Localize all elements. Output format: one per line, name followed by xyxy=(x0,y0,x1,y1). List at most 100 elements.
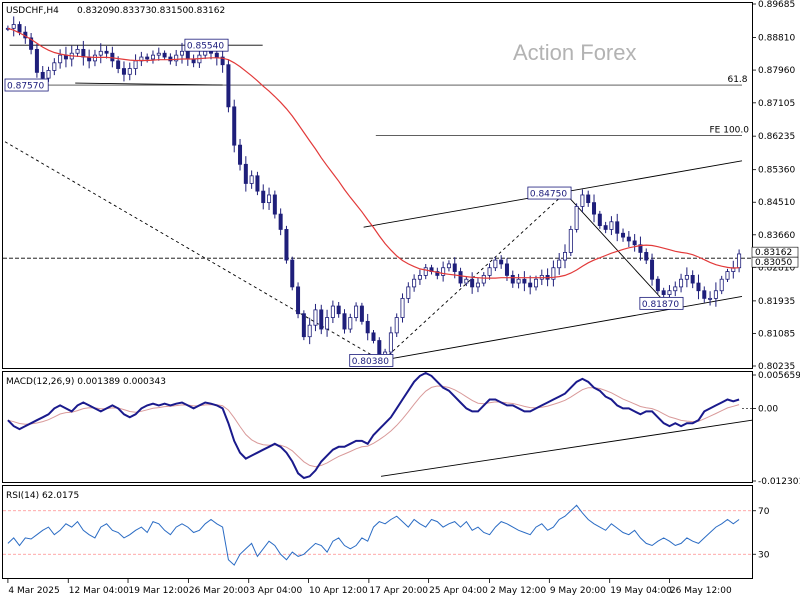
candle-body xyxy=(684,275,689,280)
candle-body xyxy=(481,275,486,284)
time-axis-label: 3 Apr 04:00 xyxy=(249,586,302,596)
axes: 0.89685 0.88810 0.87960 0.87105 0.86235 0.853… xyxy=(7,0,800,596)
candle-body xyxy=(133,60,138,69)
candle-body xyxy=(458,271,463,284)
candle-body xyxy=(104,50,109,54)
macd-trendline xyxy=(380,419,753,477)
candle-body xyxy=(29,37,34,50)
level-label: 0.80380 xyxy=(352,357,389,367)
time-axis-label: 19 Mar 12:00 xyxy=(129,586,189,596)
candle-body xyxy=(232,106,237,146)
candle-body xyxy=(679,278,684,288)
candle-body xyxy=(377,340,382,357)
level-label-box xyxy=(349,354,394,367)
time-axis-label: 10 Apr 12:00 xyxy=(309,586,368,596)
candle-body xyxy=(592,202,597,215)
price-axis-label: 0.82810 xyxy=(758,263,795,273)
candle-body xyxy=(504,263,509,276)
price-line-tag xyxy=(751,256,799,268)
candle-body xyxy=(162,52,167,58)
current-price-tag-label: 0.83162 xyxy=(755,248,792,258)
price-axis-label: 0.87105 xyxy=(758,99,795,109)
candle-body xyxy=(400,297,405,318)
candle-body xyxy=(725,271,730,280)
price-line-tag-label: 0.83050 xyxy=(755,258,792,268)
candle-body xyxy=(354,305,359,318)
candle-body xyxy=(127,68,132,75)
candle-body xyxy=(551,267,556,280)
ohlc-close: 0.83162 xyxy=(188,6,225,16)
macd-axis-label: -0.012301 xyxy=(758,477,800,487)
candle-body xyxy=(185,50,190,60)
candle-body xyxy=(278,213,283,230)
candle-body xyxy=(296,286,301,315)
ohlc-readout: 0.83209 0.83373 0.83150 0.83162 xyxy=(77,6,225,16)
candle-body xyxy=(452,263,457,272)
candle-body xyxy=(243,163,248,184)
candle-body xyxy=(533,278,538,288)
trendline xyxy=(564,192,667,304)
candle-body xyxy=(621,232,626,238)
candle-body xyxy=(121,68,126,75)
candle-body xyxy=(655,278,660,292)
price-axis-label: 0.89685 xyxy=(758,0,795,10)
price-axis-label: 0.83660 xyxy=(758,231,795,241)
time-axis-label: 19 May 04:00 xyxy=(610,586,672,596)
candle-body xyxy=(574,206,579,230)
candle-body xyxy=(713,290,718,299)
candle-body xyxy=(696,282,701,292)
candle-body xyxy=(516,278,521,284)
price-symbol-label: USDCHF,H4 xyxy=(6,6,59,16)
candle-body xyxy=(702,290,707,299)
candle-body xyxy=(110,52,115,62)
price-axis-label: 0.81935 xyxy=(758,297,795,307)
candle-body xyxy=(325,317,330,330)
time-axis-label: 9 May 20:00 xyxy=(550,586,606,596)
candle-body xyxy=(661,290,666,295)
level-label: 0.81870 xyxy=(642,300,679,310)
candle-body xyxy=(446,263,451,269)
candle-body xyxy=(597,213,602,227)
candle-body xyxy=(34,48,39,73)
rsi-line xyxy=(7,504,740,566)
candle-body xyxy=(11,24,16,29)
candle-body xyxy=(510,275,515,284)
rsi-axis-label: 30 xyxy=(758,550,770,560)
candle-body xyxy=(412,278,417,288)
candle-body xyxy=(626,236,631,242)
candle-body xyxy=(586,194,591,204)
rsi-plot xyxy=(3,504,752,566)
candle-body xyxy=(284,229,289,261)
candle-body xyxy=(522,278,527,284)
candle-body xyxy=(174,54,179,62)
candle-body xyxy=(267,194,272,204)
price-axis-label: 0.85360 xyxy=(758,166,795,176)
candle-body xyxy=(708,297,713,300)
candle-body xyxy=(406,286,411,299)
candle-body xyxy=(272,194,277,215)
level-label: 0.84750 xyxy=(530,190,567,200)
candle-body xyxy=(690,275,695,284)
candle-body xyxy=(40,71,45,79)
price-axis-label: 0.87960 xyxy=(758,66,795,76)
candle-body xyxy=(667,290,672,295)
candle-body xyxy=(650,259,655,280)
rsi-axis-label: 70 xyxy=(758,507,770,517)
rsi-header: RSI(14) 62.0175 xyxy=(6,491,79,501)
candle-body xyxy=(644,252,649,261)
candle-body xyxy=(470,278,475,288)
candle-body xyxy=(388,332,393,353)
candle-body xyxy=(638,244,643,253)
candle-body xyxy=(475,282,480,288)
level-label-box xyxy=(527,186,572,200)
fib-label: 61.8 xyxy=(727,75,747,85)
candle-body xyxy=(632,240,637,246)
time-axis-label: 12 Mar 04:00 xyxy=(69,586,129,596)
macd-signal-line xyxy=(7,385,740,468)
candle-body xyxy=(168,56,173,62)
candle-body xyxy=(220,56,225,66)
price-axis-label: 0.86235 xyxy=(758,132,795,142)
candle-body xyxy=(255,175,260,192)
price-axis-label: 0.84510 xyxy=(758,198,795,208)
